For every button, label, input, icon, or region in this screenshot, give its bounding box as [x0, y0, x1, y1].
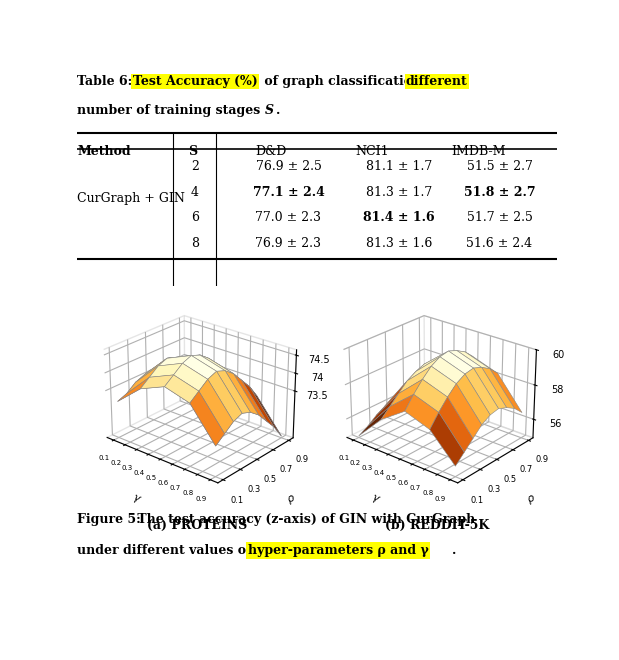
Title: (a) PROTEINS: (a) PROTEINS — [147, 519, 248, 532]
Y-axis label: $\rho$: $\rho$ — [525, 492, 539, 507]
Text: different: different — [406, 75, 468, 88]
Text: The test accuracy (z-axis) of GIN with CurGraph: The test accuracy (z-axis) of GIN with C… — [132, 513, 475, 525]
Text: 2: 2 — [191, 160, 199, 173]
Text: .: . — [277, 104, 281, 117]
Text: 4: 4 — [191, 185, 199, 199]
Text: Method: Method — [77, 145, 131, 158]
Y-axis label: $\rho$: $\rho$ — [285, 492, 299, 507]
Text: D&D: D&D — [255, 145, 286, 158]
Text: NCI1: NCI1 — [355, 145, 389, 158]
X-axis label: $\gamma$: $\gamma$ — [370, 492, 383, 506]
Text: 76.9 ± 2.3: 76.9 ± 2.3 — [256, 237, 321, 250]
Text: 81.4 ± 1.6: 81.4 ± 1.6 — [363, 211, 435, 224]
Text: 81.3 ± 1.6: 81.3 ± 1.6 — [366, 237, 432, 250]
Text: 77.1 ± 2.4: 77.1 ± 2.4 — [253, 185, 324, 199]
Text: 51.5 ± 2.7: 51.5 ± 2.7 — [467, 160, 532, 173]
Text: Figure 5:: Figure 5: — [77, 513, 141, 525]
Text: of graph classification of: of graph classification of — [260, 75, 443, 88]
Text: hyper-parameters ρ and γ: hyper-parameters ρ and γ — [248, 544, 428, 557]
Text: 6: 6 — [191, 211, 199, 224]
Text: IMDB-M: IMDB-M — [452, 145, 506, 158]
Text: Test Accuracy (%): Test Accuracy (%) — [132, 75, 258, 88]
Text: 81.3 ± 1.7: 81.3 ± 1.7 — [366, 185, 432, 199]
Text: 81.1 ± 1.7: 81.1 ± 1.7 — [366, 160, 432, 173]
Title: (b) REDDIT-5K: (b) REDDIT-5K — [385, 519, 489, 532]
Text: under different values of the: under different values of the — [77, 544, 284, 557]
Text: 77.0 ± 2.3: 77.0 ± 2.3 — [256, 211, 321, 224]
Text: number of training stages: number of training stages — [77, 104, 265, 117]
Text: 8: 8 — [191, 237, 199, 250]
Text: 51.8 ± 2.7: 51.8 ± 2.7 — [464, 185, 535, 199]
Text: 76.9 ± 2.5: 76.9 ± 2.5 — [256, 160, 321, 173]
Text: S: S — [264, 104, 274, 117]
Text: CurGraph + GIN: CurGraph + GIN — [77, 192, 185, 205]
Text: 51.7 ± 2.5: 51.7 ± 2.5 — [467, 211, 532, 224]
Text: .: . — [452, 544, 456, 557]
Text: S: S — [188, 145, 197, 158]
X-axis label: $\gamma$: $\gamma$ — [129, 492, 142, 506]
Text: 51.6 ± 2.4: 51.6 ± 2.4 — [467, 237, 532, 250]
Text: Table 6:: Table 6: — [77, 75, 137, 88]
